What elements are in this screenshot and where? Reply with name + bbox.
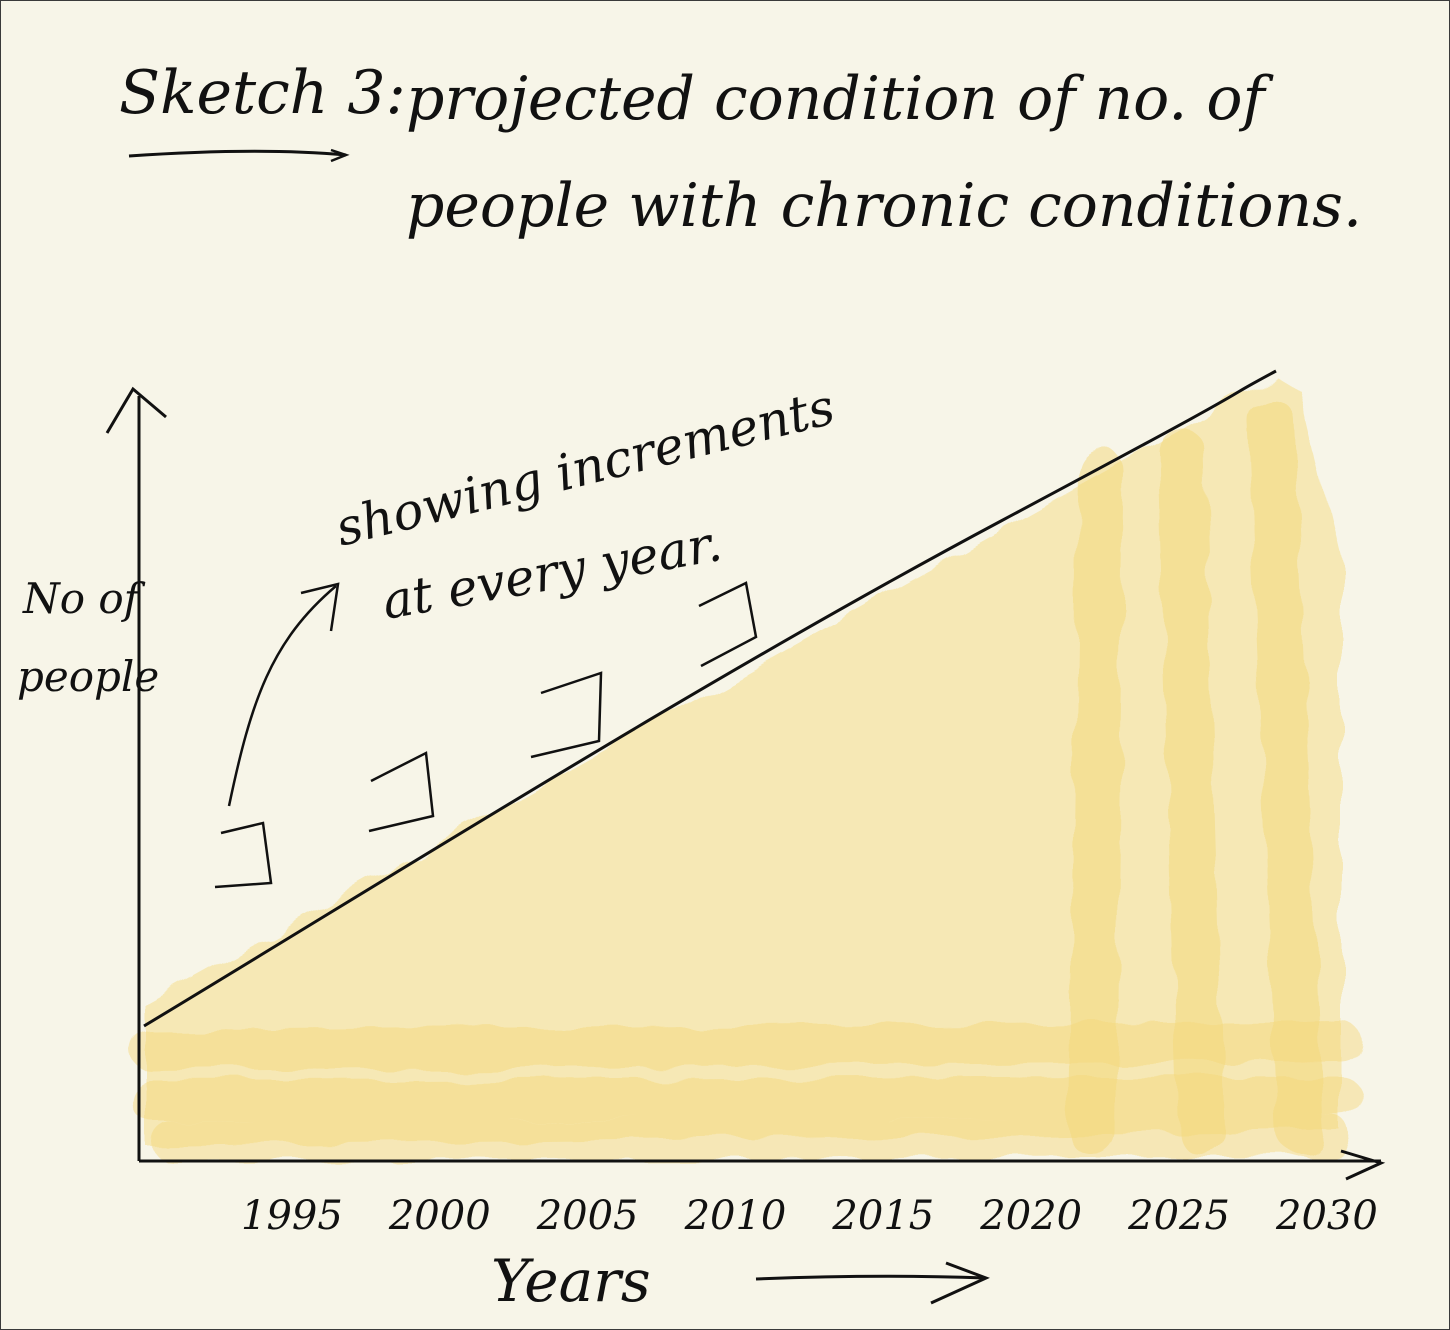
x-tick-label: 2030 — [1275, 1193, 1378, 1239]
y-axis-arrowhead — [105, 386, 167, 434]
x-tick-label: 2010 — [684, 1193, 787, 1239]
x-label-arrow — [755, 1274, 987, 1281]
increment-markers — [214, 581, 758, 889]
increment-marker-3 — [530, 671, 603, 759]
x-axis-label: Years — [491, 1247, 651, 1315]
increment-marker-2 — [368, 751, 435, 833]
area-fill — [146, 376, 1341, 1146]
x-tick-label: 2005 — [536, 1193, 639, 1239]
x-axis-arrowhead — [1340, 1149, 1386, 1181]
x-label-arrowhead — [930, 1261, 990, 1305]
area-scribble-horizontal — [131, 1021, 1361, 1161]
y-axis-label-line2: people — [17, 652, 159, 701]
trend-line — [143, 369, 1277, 1028]
x-tick-label: 2000 — [388, 1193, 491, 1239]
title-underline-arrowhead — [330, 148, 350, 163]
area-highlight — [131, 376, 1361, 1161]
area-scribble-vertical — [1068, 398, 1324, 1154]
annotation-arrowhead — [300, 582, 340, 632]
annotation-arrow — [227, 585, 337, 807]
title-line1: projected condition of no. of — [406, 64, 1275, 134]
increment-marker-4 — [698, 581, 758, 668]
increment-marker-1 — [214, 821, 273, 889]
x-tick-label: 2025 — [1127, 1193, 1230, 1239]
y-axis-label-line1: No of — [22, 574, 146, 623]
x-tick-label: 1995 — [241, 1193, 343, 1239]
annotation-line1: showing increments — [330, 378, 840, 558]
title-label: Sketch 3: — [119, 58, 406, 128]
x-tick-label: 2015 — [831, 1193, 934, 1239]
title-line2: people with chronic conditions. — [406, 171, 1362, 241]
x-tick-labels: 1995 2000 2005 2010 2015 2020 2025 2030 — [241, 1193, 1378, 1239]
x-tick-label: 2020 — [979, 1193, 1082, 1239]
title-underline — [128, 149, 347, 158]
